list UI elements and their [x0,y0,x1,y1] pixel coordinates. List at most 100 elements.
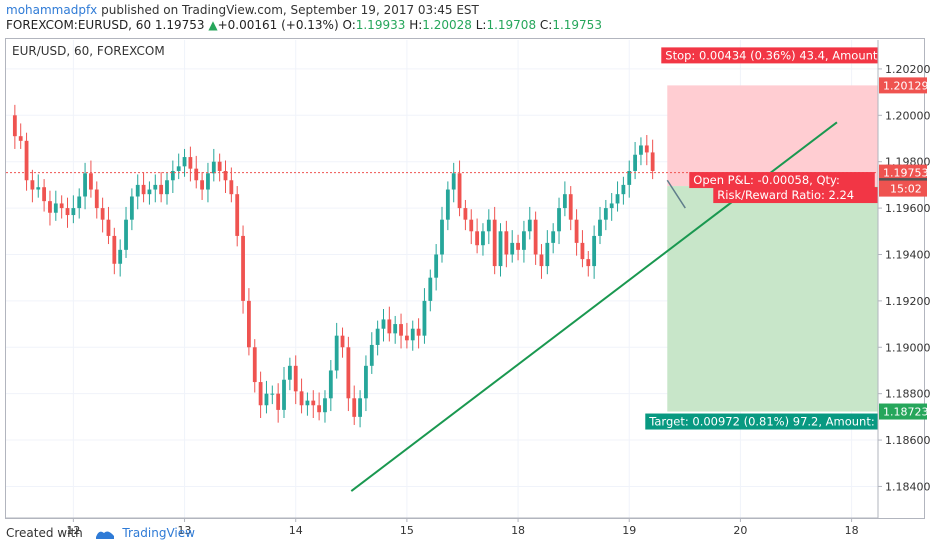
candle-body [644,145,649,153]
publish-info: mohammadpfx published on TradingView.com… [6,3,479,17]
target-label-group: Target: 0.00972 (0.81%) 97.2, Amount: [645,413,878,430]
candle-body [463,208,468,220]
candle-body [141,184,146,195]
candle-body [258,382,263,406]
candle-body [445,189,450,220]
candle-body [422,300,427,336]
candle-body [252,347,257,383]
candle-body [340,335,345,348]
candle-body [229,180,234,195]
open-label: O: [342,18,356,32]
candle-body [381,319,386,329]
candle-body [545,242,550,267]
candle-body [627,170,632,185]
candle-body [118,249,123,264]
candle-body [364,365,368,399]
candles [12,104,655,428]
pnl-arrow [666,179,686,209]
candle-body [188,157,193,169]
candle-body [299,391,304,406]
high-label: H: [409,18,423,32]
candle-body [492,219,497,267]
chart-title: EUR/USD, 60, FOREXCOM [12,44,165,58]
candle-body [481,231,485,246]
candle-body [42,187,47,202]
candle-body [48,201,52,213]
y-tick-label: 1.18800 [885,388,931,401]
candle-body [603,208,608,220]
candle-body [247,300,251,348]
target-label-bg [645,413,878,430]
candle-body [12,115,17,137]
candle-body [574,219,579,243]
up-arrow-icon: ▲ [208,18,218,32]
candle-body [194,168,199,181]
candle-body [323,398,327,413]
candle-body [83,173,87,197]
candle-body [206,173,210,190]
candle-body [147,189,152,195]
candle-body [317,405,322,413]
price-tag-bg [879,77,927,94]
candle-body [270,393,275,395]
candle-body [533,219,538,255]
candle-body [170,170,175,181]
candle-body [440,219,444,255]
candle-body [287,365,292,380]
author-link[interactable]: mohammadpfx [6,3,98,17]
candle-body [165,180,169,195]
y-tick-label: 1.19400 [885,248,931,261]
rr-label-bg [713,187,878,204]
candle-body [129,196,134,220]
candle-body [159,184,164,195]
candle-body [416,328,421,336]
candle-body [334,335,339,371]
candle-body [387,319,392,334]
tradingview-logo-icon [95,531,114,539]
candle-body [650,152,655,171]
price-tag-label: 1.20129 [883,79,929,92]
stop-zone [667,85,878,187]
y-tick-label: 1.19000 [885,341,931,354]
stop-label-bg [661,47,878,64]
candle-body [211,161,216,174]
tradingview-link[interactable]: TradingView [122,526,195,540]
countdown-label: 15:02 [890,183,922,196]
candle-body [609,203,614,209]
candle-body [305,400,310,406]
candle-body [404,335,409,341]
stop-label: Stop: 0.00434 (0.36%) 43.4, Amount: [665,48,881,62]
candle-body [65,208,70,216]
candle-body [586,259,591,267]
chart-lines: Stop: 0.00434 (0.36%) 43.4, Amount: Targ… [6,47,881,492]
open-value: 1.19933 [355,18,406,32]
candle-body [639,145,643,155]
candle-body [264,393,269,406]
rr-label: Risk/Reward Ratio: 2.24 [717,188,854,202]
candle-body [451,173,456,190]
price-tag-label: 1.18723 [883,406,929,419]
candle-body [393,324,398,334]
x-tick-label: 20 [733,524,747,537]
last-price: 1.19753 [154,18,205,32]
pnl-label-group: Open P&L: -0.00058, Qty: [689,172,875,189]
candle-body [551,231,556,243]
candle-body [352,398,357,417]
price-change: +0.00161 (+0.13%) [217,18,339,32]
candle-body [557,208,561,232]
candle-body [18,136,23,141]
candle-body [311,400,316,406]
high-value: 1.20028 [422,18,472,32]
price-tag-bg [879,403,927,420]
candle-body [621,184,626,195]
close-value: 1.19753 [552,18,602,32]
candle-body [375,328,380,345]
y-tick-label: 1.18400 [885,480,931,493]
candle-body [217,161,222,171]
candle-body [36,187,41,190]
candle-body [89,173,93,190]
candle-body [510,242,515,255]
candle-body [223,170,228,181]
candle-body [24,140,29,181]
